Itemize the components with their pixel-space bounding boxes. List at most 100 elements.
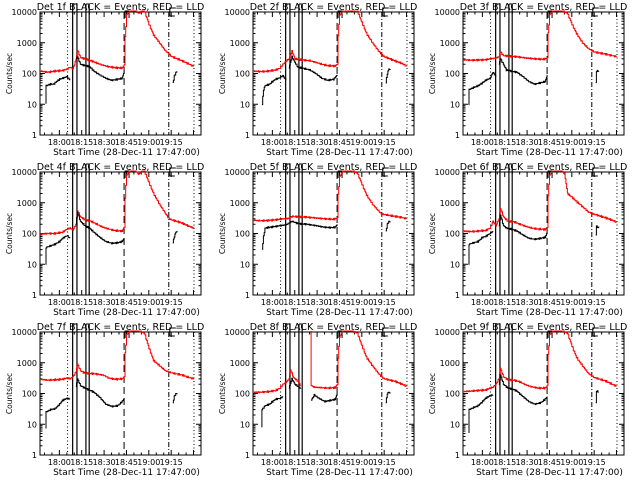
y-tick-label: 10 (450, 100, 460, 109)
series-line-lld (463, 330, 617, 393)
y-tick-label: 1 (32, 291, 37, 300)
detector-panel-8: 1 10 100 1000 10000 18:00 18:15 18:30 18:45 19:00… (218, 322, 417, 478)
series-line-events (75, 378, 125, 408)
series-line-events (595, 390, 599, 404)
panel-title: Det 6f BLACK = Events, RED = LLD (460, 162, 628, 173)
marker-bracket-glyph (592, 7, 599, 17)
y-tick-label: 1 (32, 451, 37, 460)
x-tick-label: 19:15 (583, 138, 606, 147)
marker-bracket-glyph (124, 330, 130, 338)
series-layer (253, 330, 407, 428)
series-line-events (468, 394, 494, 433)
x-tick-label: 18:30 (93, 458, 116, 467)
x-tick-label: 18:45 (538, 298, 561, 307)
x-tick-label: 18:15 (70, 138, 93, 147)
x-tick-label: 18:30 (306, 458, 329, 467)
marker-bracket-glyph (169, 327, 176, 337)
series-line-events (311, 393, 338, 403)
plot-frame (462, 11, 625, 136)
series-line-lld (253, 10, 407, 73)
x-tick-label: 18:15 (283, 138, 306, 147)
x-tick-label: 18:45 (115, 458, 138, 467)
detector-panel-2: 1 10 100 1000 10000 18:00 18:15 18:30 18:45 19:00… (218, 2, 417, 158)
x-tick-label: 18:30 (516, 298, 539, 307)
y-tick-label: 1 (245, 451, 250, 460)
series-line-events (45, 75, 71, 104)
y-tick-label: 1 (455, 131, 460, 140)
series-layer (40, 10, 194, 104)
y-tick-label: 1000 (17, 359, 37, 368)
y-tick-label: 100 (22, 390, 37, 399)
series-line-events (498, 58, 548, 86)
x-tick-label: 19:15 (160, 138, 183, 147)
series-layer (40, 170, 194, 265)
y-tick-label: 100 (445, 230, 460, 239)
detector-panel-6: 1 10 100 1000 10000 18:00 18:15 18:30 18:45 19:00… (428, 162, 627, 318)
x-tick-label: 19:15 (583, 298, 606, 307)
detector-panel-7: 1 10 100 1000 10000 18:00 18:15 18:30 18:45 19:00… (5, 322, 204, 478)
y-tick-label: 10000 (225, 328, 250, 337)
plot-frame (39, 11, 202, 136)
x-tick-label: 18:15 (493, 458, 516, 467)
y-tick-label: 10 (240, 100, 250, 109)
y-axis-label: Counts/sec (5, 373, 14, 414)
x-tick-label: 19:15 (160, 298, 183, 307)
x-tick-label: 18:45 (328, 458, 351, 467)
detector-panel-9: 1 10 100 1000 10000 18:00 18:15 18:30 18:45 19:00… (428, 322, 627, 478)
y-axis-label: Counts/sec (5, 53, 14, 94)
x-tick-label: 18:45 (115, 138, 138, 147)
plot-frame (39, 171, 202, 296)
series-line-events (261, 396, 284, 428)
x-tick-label: 18:00 (48, 298, 71, 307)
y-tick-label: 100 (235, 230, 250, 239)
series-line-events (75, 56, 125, 82)
y-tick-label: 100 (22, 70, 37, 79)
x-tick-label: 18:30 (306, 298, 329, 307)
plot-frame (462, 331, 625, 456)
x-axis-label: Start Time (28-Dec-11 17:47:00) (266, 148, 413, 158)
x-axis-label: Start Time (28-Dec-11 17:47:00) (476, 148, 623, 158)
y-tick-label: 10 (27, 260, 37, 269)
x-tick-label: 18:15 (493, 138, 516, 147)
y-tick-label: 1 (455, 451, 460, 460)
panel-title: Det 5f BLACK = Events, RED = LLD (250, 162, 418, 173)
marker-bracket-glyph (169, 167, 176, 177)
y-tick-label: 1000 (230, 199, 250, 208)
x-tick-label: 19:00 (137, 458, 160, 467)
series-line-events (288, 377, 302, 389)
x-tick-label: 19:00 (560, 138, 583, 147)
series-line-events (385, 68, 391, 84)
x-tick-label: 19:00 (560, 298, 583, 307)
x-axis-label: Start Time (28-Dec-11 17:47:00) (53, 308, 200, 318)
y-tick-label: 100 (235, 390, 250, 399)
x-axis-label: Start Time (28-Dec-11 17:47:00) (266, 308, 413, 318)
series-line-events (468, 72, 497, 106)
marker-bracket-glyph (337, 330, 343, 338)
x-axis-label: Start Time (28-Dec-11 17:47:00) (266, 468, 413, 478)
x-tick-label: 19:15 (373, 138, 396, 147)
y-tick-label: 1 (245, 131, 250, 140)
series-line-events (261, 74, 287, 106)
series-line-events (75, 211, 125, 245)
x-tick-label: 18:00 (261, 458, 284, 467)
x-axis-label: Start Time (28-Dec-11 17:47:00) (53, 468, 200, 478)
series-line-events (172, 231, 178, 244)
x-tick-label: 18:00 (261, 298, 284, 307)
detector-panel-5: 1 10 100 1000 10000 18:00 18:15 18:30 18:45 19:00… (218, 162, 417, 318)
x-tick-label: 19:00 (350, 458, 373, 467)
x-tick-label: 19:00 (350, 298, 373, 307)
x-tick-label: 19:00 (137, 298, 160, 307)
y-tick-label: 10000 (12, 168, 37, 177)
panel-title: Det 7f BLACK = Events, RED = LLD (37, 322, 205, 333)
series-line-lld (253, 170, 407, 222)
y-tick-label: 1000 (440, 359, 460, 368)
series-line-events (498, 374, 548, 406)
y-tick-label: 10000 (435, 328, 460, 337)
y-tick-label: 1000 (230, 39, 250, 48)
y-tick-label: 10 (27, 100, 37, 109)
x-tick-label: 18:30 (93, 298, 116, 307)
y-tick-label: 10000 (435, 168, 460, 177)
series-layer (40, 330, 194, 429)
marker-bracket-glyph (382, 7, 389, 17)
